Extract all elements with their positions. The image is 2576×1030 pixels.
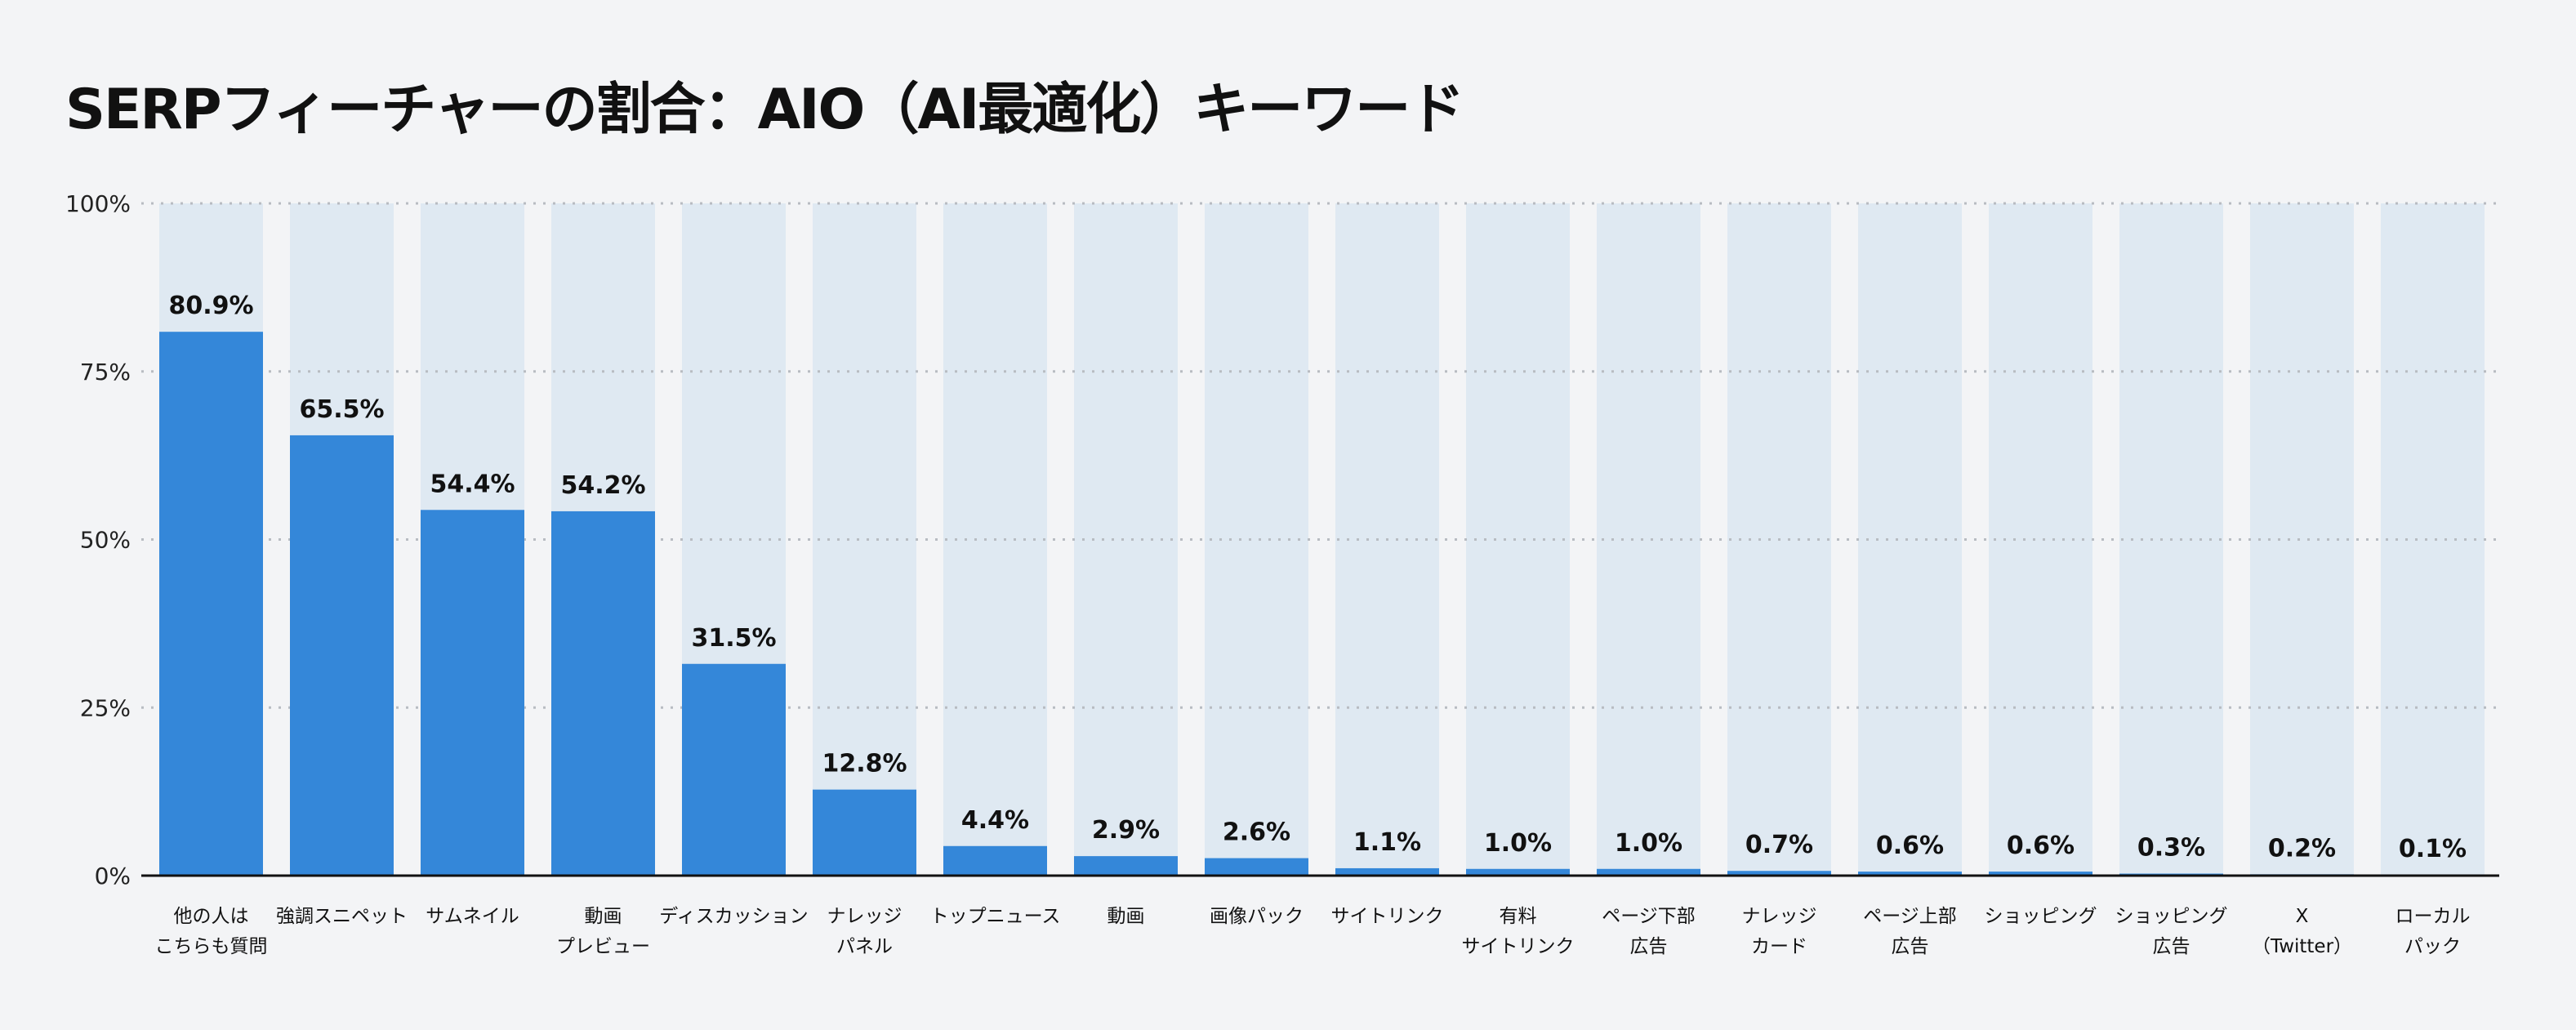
x-category-label: ショッピング <box>1985 906 2097 927</box>
background-bar <box>2381 203 2485 876</box>
data-label: 1.1% <box>1353 828 1421 857</box>
x-category-label: ショッピング <box>2115 906 2228 927</box>
data-label: 0.3% <box>2137 834 2205 863</box>
data-label: 0.2% <box>2268 834 2336 863</box>
x-category-label: 有料 <box>1500 906 1537 927</box>
data-label: 1.0% <box>1615 829 1682 858</box>
x-category-label: 動画 <box>585 906 622 927</box>
x-category-label: 広告 <box>1892 936 1929 957</box>
bar <box>421 510 524 876</box>
x-category-label: ナレッジ <box>1742 906 1817 927</box>
x-category-label: パネル <box>836 936 893 957</box>
x-category-label: ページ下部 <box>1602 906 1696 927</box>
x-category-label: ローカル <box>2396 906 2471 927</box>
x-category-label: 強調スニペット <box>276 906 408 927</box>
x-category-label: サムネイル <box>426 906 519 927</box>
bar <box>943 845 1047 876</box>
x-category-label: （Twitter） <box>2252 936 2352 957</box>
background-bar <box>1074 203 1178 876</box>
bar <box>1466 868 1570 876</box>
data-label: 0.6% <box>2007 832 2075 860</box>
bar <box>159 332 263 876</box>
x-category-label: 広告 <box>1630 936 1668 957</box>
data-label: 31.5% <box>691 624 776 653</box>
bar <box>1989 872 2092 876</box>
background-bar <box>1989 203 2092 876</box>
x-category-label: プレビュー <box>556 936 650 957</box>
data-label: 80.9% <box>168 292 253 320</box>
background-bar <box>1466 203 1570 876</box>
data-label: 65.5% <box>299 395 384 424</box>
x-category-label: X <box>2296 906 2309 927</box>
data-label: 0.1% <box>2399 835 2467 863</box>
x-category-label: 画像パック <box>1210 906 1304 927</box>
data-label: 54.4% <box>430 470 515 498</box>
data-label: 0.6% <box>1876 832 1944 860</box>
data-label: 0.7% <box>1745 831 1813 859</box>
bar <box>1205 858 1308 876</box>
background-bar <box>813 203 916 876</box>
background-bar <box>2250 203 2354 876</box>
data-label: 4.4% <box>961 806 1029 835</box>
y-tick-label: 50% <box>80 527 131 554</box>
y-tick-label: 0% <box>95 863 131 890</box>
data-label: 2.9% <box>1092 816 1160 845</box>
bar <box>1074 856 1178 876</box>
x-category-label: トップニュース <box>930 906 1061 927</box>
bar <box>290 435 394 876</box>
x-category-label: サイトリンク <box>1462 936 1575 957</box>
background-bar <box>1858 203 1962 876</box>
data-label: 54.2% <box>560 471 645 500</box>
x-category-label: ナレッジ <box>827 906 902 927</box>
background-bar <box>1597 203 1700 876</box>
bar <box>1335 867 1439 876</box>
y-tick-label: 100% <box>65 190 131 217</box>
x-category-label: ページ上部 <box>1863 906 1957 927</box>
data-label: 2.6% <box>1223 818 1290 847</box>
x-category-label: 広告 <box>2153 936 2190 957</box>
bar <box>1727 871 1831 876</box>
data-label: 12.8% <box>822 750 907 778</box>
bar <box>1858 872 1962 876</box>
x-category-label: こちらも質問 <box>155 936 268 957</box>
y-tick-label: 75% <box>80 359 131 386</box>
background-bar <box>1205 203 1308 876</box>
bar <box>813 789 916 876</box>
x-category-label: 他の人は <box>174 906 249 927</box>
y-tick-label: 25% <box>80 694 131 721</box>
bar <box>1597 868 1700 876</box>
chart-title: SERPフィーチャーの割合：AIO（AI最適化）キーワード <box>65 78 1464 142</box>
x-category-label: カード <box>1751 936 1807 957</box>
bar <box>551 511 655 876</box>
x-category-label: パック <box>2404 936 2461 957</box>
x-category-label: ディスカッション <box>659 906 808 927</box>
x-category-label: 動画 <box>1108 906 1145 927</box>
bar <box>682 663 786 876</box>
x-category-label: サイトリンク <box>1331 906 1444 927</box>
data-label: 1.0% <box>1484 829 1552 858</box>
